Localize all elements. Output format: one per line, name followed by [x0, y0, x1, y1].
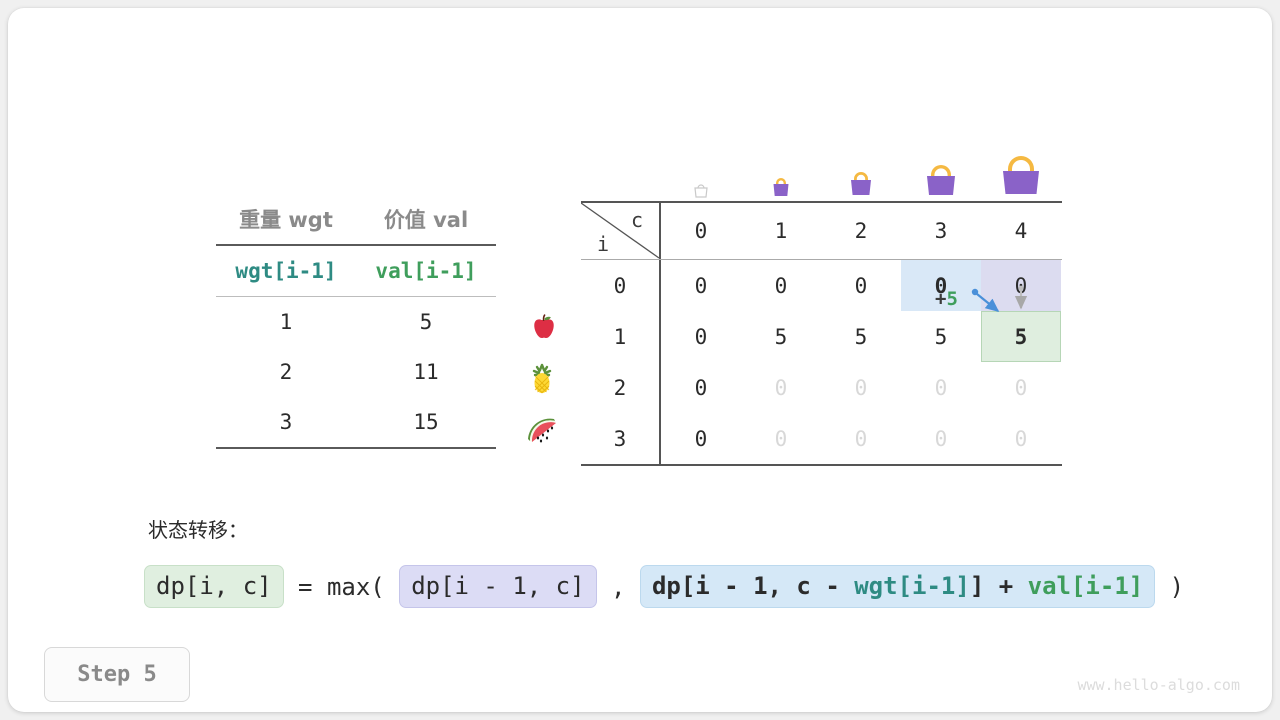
- step-badge: Step 5: [44, 647, 190, 702]
- dp-cell-0-3: 0: [901, 260, 981, 311]
- formula-term2-prefix: dp[i - 1, c -: [651, 572, 855, 600]
- dp-row-2: 2 0 0 0 0 0: [581, 362, 1062, 413]
- transition-formula: dp[i, c] = max( dp[i - 1, c] , dp[i - 1,…: [144, 565, 1184, 608]
- plus-value: 5: [946, 288, 958, 310]
- dp-cell-3-4: 0: [1014, 426, 1028, 451]
- table-row: 3 15: [216, 397, 496, 449]
- items-subheader-val: val[i-1]: [375, 259, 477, 283]
- dp-col-header-1: 1: [774, 219, 788, 243]
- dp-row-header-2: 2: [581, 362, 661, 413]
- dp-cell-1-1: 5: [774, 324, 788, 349]
- dp-corner-cell: c i: [581, 203, 661, 259]
- dp-corner-label-c: c: [630, 208, 643, 232]
- dp-col-header-2: 2: [854, 219, 868, 243]
- dp-cell-2-3: 0: [934, 375, 948, 400]
- dp-cell-0-4: 0: [981, 260, 1061, 311]
- dp-cell-0-1: 0: [774, 273, 788, 298]
- items-header-wgt: 重量 wgt: [239, 208, 333, 232]
- dp-table: c i 0 1 2 3 4 0 0 0 0 0 0 1 0: [581, 201, 1062, 466]
- formula-term2-mid: ] +: [969, 572, 1028, 600]
- items-subheader-wgt: wgt[i-1]: [235, 259, 337, 283]
- dp-row-header-0: 0: [581, 260, 661, 311]
- formula-term2: dp[i - 1, c - wgt[i-1]] + val[i-1]: [639, 565, 1156, 608]
- dp-row-header-1: 1: [581, 311, 661, 362]
- bag-icon-row: [581, 138, 1062, 201]
- bag-icon-3: [901, 138, 981, 201]
- item-wgt-3: 3: [279, 410, 293, 434]
- bag-icon-2: [821, 138, 901, 201]
- plus-sign: +: [935, 288, 947, 310]
- formula-close-paren: ): [1155, 572, 1185, 601]
- items-table-subheader-row: wgt[i-1] val[i-1]: [216, 246, 496, 297]
- formula-eq-max: = max(: [283, 572, 400, 601]
- pineapple-icon: [514, 354, 570, 404]
- formula-comma: ,: [596, 572, 640, 601]
- formula-term2-wgt: wgt[i-1]: [854, 572, 970, 600]
- bag-icon-0: [661, 138, 741, 201]
- formula-lhs: dp[i, c]: [144, 565, 284, 608]
- item-val-1: 5: [419, 310, 433, 334]
- bag-icon-4: [981, 138, 1061, 201]
- item-wgt-1: 1: [279, 310, 293, 334]
- plus-value-annotation: +5: [935, 288, 958, 310]
- bag-icon-1: [741, 138, 821, 201]
- dp-row-header-3: 3: [581, 413, 661, 464]
- dp-col-header-3: 3: [934, 219, 948, 243]
- fruit-icon-column: [514, 304, 570, 454]
- dp-cell-3-3: 0: [934, 426, 948, 451]
- dp-cell-2-2: 0: [854, 375, 868, 400]
- table-row: 2 11: [216, 347, 496, 397]
- formula-term2-val: val[i-1]: [1027, 572, 1144, 600]
- dp-cell-1-4: 5: [981, 311, 1061, 362]
- dp-cell-1-2: 5: [854, 324, 868, 349]
- table-row: 1 5: [216, 297, 496, 347]
- item-val-3: 15: [413, 410, 439, 434]
- dp-cell-0-2: 0: [854, 273, 868, 298]
- dp-row-1: 1 0 5 5 5 5: [581, 311, 1062, 362]
- item-val-2: 11: [413, 360, 439, 384]
- dp-cell-2-4: 0: [1014, 375, 1028, 400]
- dp-col-header-4: 4: [1014, 219, 1028, 243]
- dp-cell-0-0: 0: [694, 273, 708, 298]
- dp-table-container: c i 0 1 2 3 4 0 0 0 0 0 0 1 0: [581, 138, 1062, 466]
- dp-row-0: 0 0 0 0 0 0: [581, 260, 1062, 311]
- dp-col-header-0: 0: [694, 219, 708, 243]
- dp-cell-3-0: 0: [694, 426, 708, 451]
- dp-cell-3-2: 0: [854, 426, 868, 451]
- slide-canvas: 重量 wgt 价值 val wgt[i-1] val[i-1] 1 5 2 11…: [8, 8, 1272, 712]
- dp-corner-label-i: i: [597, 232, 610, 256]
- dp-cell-3-1: 0: [774, 426, 788, 451]
- transition-label: 状态转移：: [148, 518, 248, 542]
- items-header-val: 价值 val: [383, 208, 469, 232]
- dp-cell-1-3: 5: [934, 324, 948, 349]
- dp-cell-1-0: 0: [694, 324, 708, 349]
- watermark: www.hello-algo.com: [1077, 676, 1240, 694]
- item-wgt-2: 2: [279, 360, 293, 384]
- dp-header-row: c i 0 1 2 3 4: [581, 203, 1062, 260]
- dp-row-3: 3 0 0 0 0 0: [581, 413, 1062, 464]
- items-table-header-row: 重量 wgt 价值 val: [216, 194, 496, 246]
- apple-icon: [514, 304, 570, 354]
- watermelon-icon: [514, 404, 570, 454]
- dp-cell-2-1: 0: [774, 375, 788, 400]
- items-table: 重量 wgt 价值 val wgt[i-1] val[i-1] 1 5 2 11…: [216, 194, 496, 449]
- formula-term1: dp[i - 1, c]: [399, 565, 597, 608]
- dp-cell-2-0: 0: [694, 375, 708, 400]
